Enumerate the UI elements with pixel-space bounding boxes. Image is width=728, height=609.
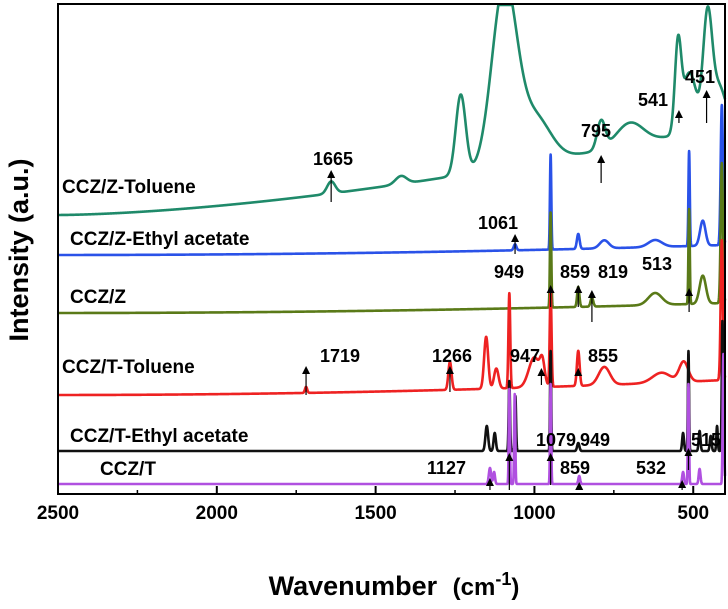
peak-label: 451	[685, 67, 715, 87]
peak-label: 1719	[320, 346, 360, 366]
peak-arrow-head	[684, 448, 693, 456]
peak-arrow-head	[674, 110, 683, 118]
series-label: CCZ/T-Toluene	[62, 357, 195, 378]
x-axis-title: Wavenumber (cm-1)	[269, 569, 520, 601]
y-axis-title: Intensity (a.u.)	[4, 158, 34, 341]
peak-annotations: 1665 795 541 451 1061 949 859 819 513 1719 1266 947…	[302, 67, 721, 490]
peak-arrow-head	[574, 285, 583, 293]
series-line	[56, 161, 727, 315]
peak-label: 1266	[432, 346, 472, 366]
series-label: CCZ/T	[100, 459, 156, 480]
series-line	[56, 3, 727, 217]
series-line	[56, 238, 727, 397]
series-label: CCZ/Z-Toluene	[62, 177, 196, 198]
series-label: CCZ/Z	[70, 287, 126, 308]
peak-arrow-head	[445, 366, 454, 374]
x-tick-label: 500	[677, 503, 709, 524]
peak-arrow-head	[485, 478, 494, 486]
x-axis-title-main: Wavenumber	[269, 571, 438, 601]
peak-arrow-head	[574, 368, 583, 376]
peak-label: 947	[510, 346, 540, 366]
peak-arrow-head	[575, 482, 584, 490]
peak-label: 819	[598, 262, 628, 282]
peak-arrow-head	[587, 290, 596, 298]
peak-label: 532	[636, 458, 666, 478]
peak-label: 1061	[478, 213, 518, 233]
peak-label: 513	[642, 254, 672, 274]
peak-arrow-head	[537, 368, 546, 376]
peak-arrow-head	[546, 453, 555, 461]
peak-arrow-head	[302, 366, 311, 374]
peak-label: 949	[580, 430, 610, 450]
x-axis-title-unit-close: )	[511, 574, 519, 601]
series-line	[56, 352, 727, 486]
peak-label: 1665	[313, 149, 353, 169]
plot-frame	[57, 3, 726, 495]
peak-arrow-head	[702, 90, 711, 98]
x-tick-label: 2000	[196, 503, 238, 524]
peak-arrow-head	[327, 170, 336, 178]
series-labels: CCZ/Z-Toluene CCZ/Z-Ethyl acetate CCZ/Z CCZ…	[62, 177, 249, 480]
peak-arrow-head	[546, 285, 555, 293]
x-axis-ticks: 2500 2000 1500 1000 500	[37, 486, 709, 524]
peak-label: 949	[494, 262, 524, 282]
peak-arrow-head	[685, 288, 694, 296]
peak-arrow-head	[597, 155, 606, 163]
series-line	[56, 103, 727, 257]
x-tick-label: 1000	[513, 503, 555, 524]
x-tick-label: 2500	[37, 503, 79, 524]
series-line	[56, 319, 727, 453]
series-label: CCZ/T-Ethyl acetate	[70, 426, 248, 447]
peak-label: 859	[560, 458, 590, 478]
peak-label: 515	[691, 430, 721, 450]
peak-label: 541	[638, 90, 668, 110]
peak-arrow-head	[505, 453, 514, 461]
peak-label: 1079	[536, 430, 576, 450]
peak-arrow-head	[678, 480, 687, 488]
series-label: CCZ/Z-Ethyl acetate	[70, 229, 249, 250]
peak-label: 855	[588, 346, 618, 366]
x-axis-title-unit: (cm	[453, 574, 496, 601]
x-axis-title-unit-sup: -1	[495, 569, 511, 589]
x-tick-label: 1500	[354, 503, 396, 524]
peak-label: 1127	[427, 458, 466, 478]
peak-arrow-head	[511, 234, 520, 242]
spectra-curves	[56, 3, 727, 486]
peak-label: 795	[581, 121, 611, 141]
peak-label: 859	[560, 262, 590, 282]
